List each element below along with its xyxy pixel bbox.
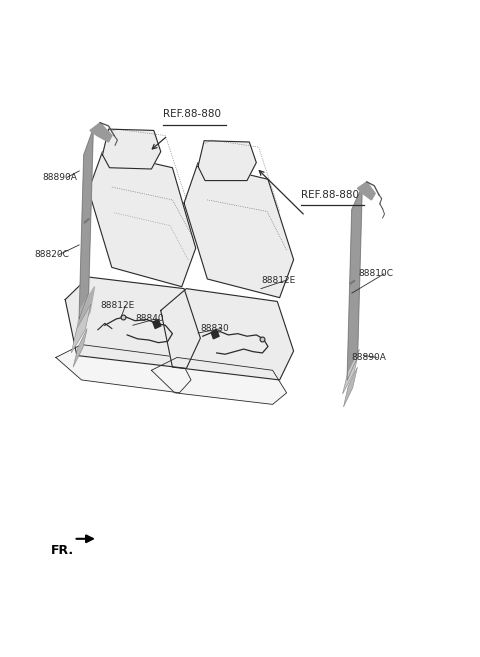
Polygon shape xyxy=(198,141,256,181)
Polygon shape xyxy=(103,129,161,169)
Polygon shape xyxy=(184,162,294,298)
Polygon shape xyxy=(344,367,358,407)
Text: REF.88-880: REF.88-880 xyxy=(300,190,359,200)
Text: REF.88-880: REF.88-880 xyxy=(163,110,221,120)
Text: 88890A: 88890A xyxy=(352,353,387,362)
Text: 88820C: 88820C xyxy=(34,250,69,259)
Polygon shape xyxy=(211,330,219,339)
Polygon shape xyxy=(151,357,287,405)
Polygon shape xyxy=(161,288,294,380)
Polygon shape xyxy=(73,328,87,367)
Text: 88812E: 88812E xyxy=(100,302,134,311)
Polygon shape xyxy=(88,152,196,286)
Polygon shape xyxy=(153,319,161,328)
Polygon shape xyxy=(79,129,93,319)
Text: 88890A: 88890A xyxy=(42,173,77,182)
Polygon shape xyxy=(56,344,191,393)
Text: 88812E: 88812E xyxy=(261,276,295,284)
Text: FR.: FR. xyxy=(51,544,74,557)
Text: 88830: 88830 xyxy=(200,324,229,333)
Polygon shape xyxy=(358,182,375,200)
Polygon shape xyxy=(90,123,112,142)
Polygon shape xyxy=(65,277,200,369)
Polygon shape xyxy=(76,286,95,335)
Text: 88840: 88840 xyxy=(135,314,164,323)
Text: 88810C: 88810C xyxy=(359,269,394,279)
Polygon shape xyxy=(71,304,91,353)
Polygon shape xyxy=(347,187,362,380)
Polygon shape xyxy=(343,349,360,394)
